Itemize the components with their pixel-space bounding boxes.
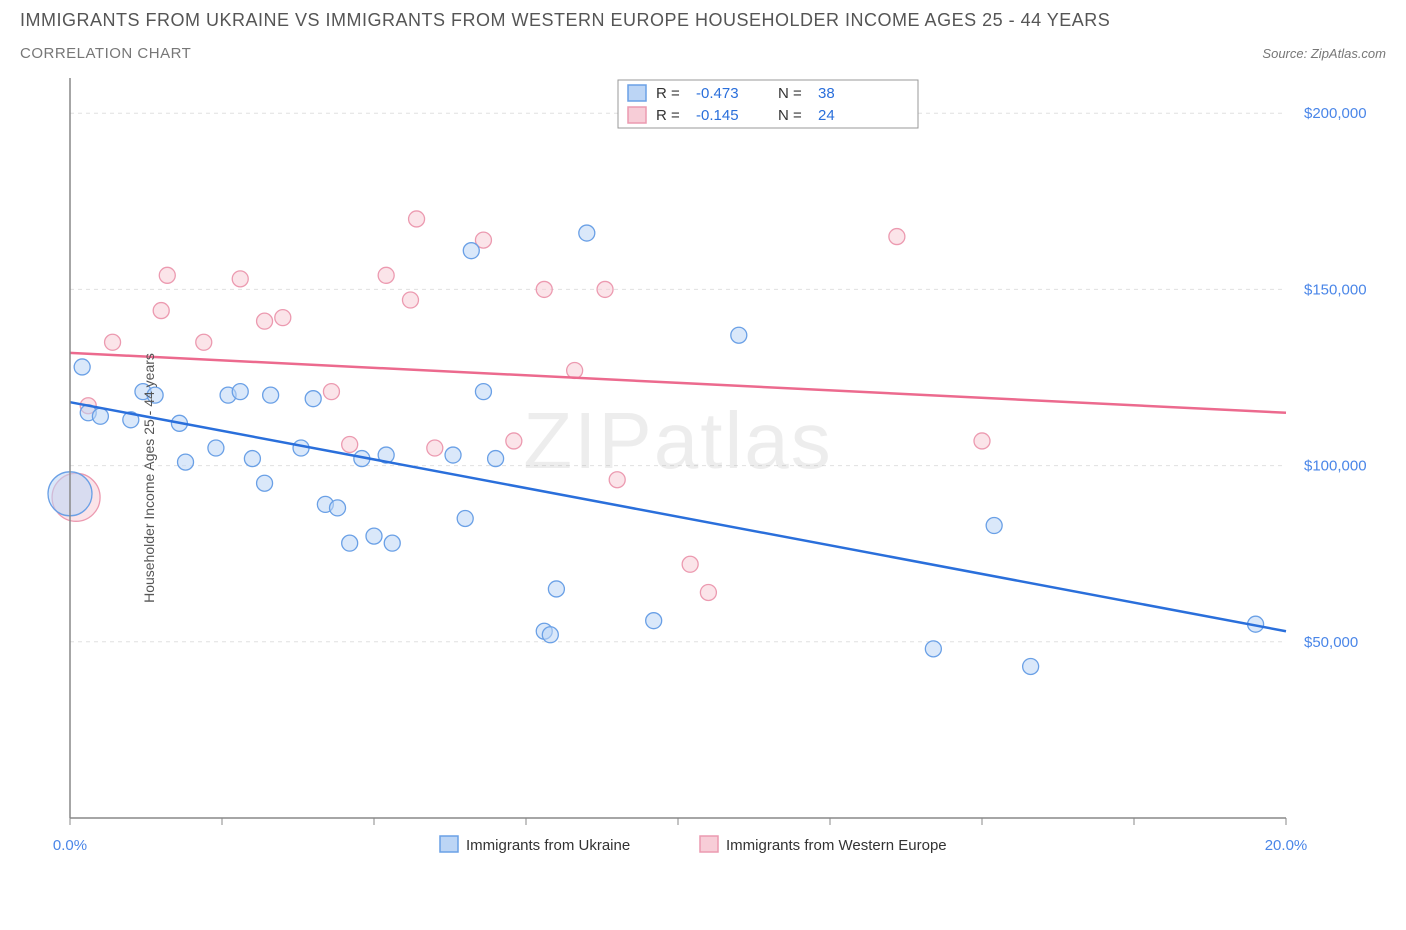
data-point (463, 243, 479, 259)
data-point (475, 384, 491, 400)
data-point (196, 334, 212, 350)
x-tick-label: 20.0% (1265, 837, 1308, 854)
data-point (263, 387, 279, 403)
data-point (257, 313, 273, 329)
data-point (597, 281, 613, 297)
data-point (542, 627, 558, 643)
data-point (159, 267, 175, 283)
legend-n-value: 24 (818, 107, 835, 124)
data-point (232, 384, 248, 400)
scatter-chart: $50,000 $100,000 $150,000 $200,000 ZIPatlas 0… (20, 68, 1386, 888)
legend-n-label: N = (778, 107, 802, 124)
data-point (579, 225, 595, 241)
data-point (257, 475, 273, 491)
data-point (74, 359, 90, 375)
data-point (244, 451, 260, 467)
data-point (925, 641, 941, 657)
legend-n-value: 38 (818, 85, 835, 102)
chart-subtitle: CORRELATION CHART (20, 45, 191, 62)
data-point (275, 310, 291, 326)
legend-swatch (628, 85, 646, 101)
data-point (232, 271, 248, 287)
data-point (609, 472, 625, 488)
y-axis-label: Householder Income Ages 25 - 44 years (141, 353, 157, 603)
watermark: ZIPatlas (523, 396, 832, 485)
legend-r-value: -0.473 (696, 85, 739, 102)
data-point (646, 613, 662, 629)
data-point (384, 535, 400, 551)
data-point (1023, 658, 1039, 674)
data-point (700, 584, 716, 600)
y-tick-label: $150,000 (1304, 281, 1367, 298)
y-tick-label: $200,000 (1304, 105, 1367, 122)
data-point (342, 436, 358, 452)
data-point (506, 433, 522, 449)
data-point (889, 229, 905, 245)
data-point (457, 510, 473, 526)
legend-series-label: Immigrants from Western Europe (726, 837, 947, 854)
data-point (330, 500, 346, 516)
legend-r-label: R = (656, 85, 680, 102)
data-point (305, 391, 321, 407)
data-point (378, 267, 394, 283)
data-point (208, 440, 224, 456)
legend-r-value: -0.145 (696, 107, 739, 124)
data-point (445, 447, 461, 463)
y-tick-label: $100,000 (1304, 458, 1367, 475)
data-point (92, 408, 108, 424)
data-point (402, 292, 418, 308)
legend-n-label: N = (778, 85, 802, 102)
data-point (153, 303, 169, 319)
data-point (488, 451, 504, 467)
x-tick-label: 0.0% (53, 837, 87, 854)
data-point (548, 581, 564, 597)
chart-title: IMMIGRANTS FROM UKRAINE VS IMMIGRANTS FR… (20, 10, 1386, 31)
data-point (342, 535, 358, 551)
legend-series-label: Immigrants from Ukraine (466, 837, 630, 854)
data-point (323, 384, 339, 400)
data-point (731, 327, 747, 343)
data-point (986, 518, 1002, 534)
data-point (536, 281, 552, 297)
legend-swatch (700, 836, 718, 852)
data-point (178, 454, 194, 470)
legend-swatch (440, 836, 458, 852)
legend-swatch (628, 107, 646, 123)
data-point (567, 362, 583, 378)
data-point (974, 433, 990, 449)
data-point (366, 528, 382, 544)
legend-r-label: R = (656, 107, 680, 124)
data-point (409, 211, 425, 227)
data-point (105, 334, 121, 350)
data-point (682, 556, 698, 572)
data-point (427, 440, 443, 456)
source-attribution: Source: ZipAtlas.com (1262, 46, 1386, 61)
chart-area: Householder Income Ages 25 - 44 years $5… (20, 68, 1386, 888)
y-tick-label: $50,000 (1304, 634, 1358, 651)
